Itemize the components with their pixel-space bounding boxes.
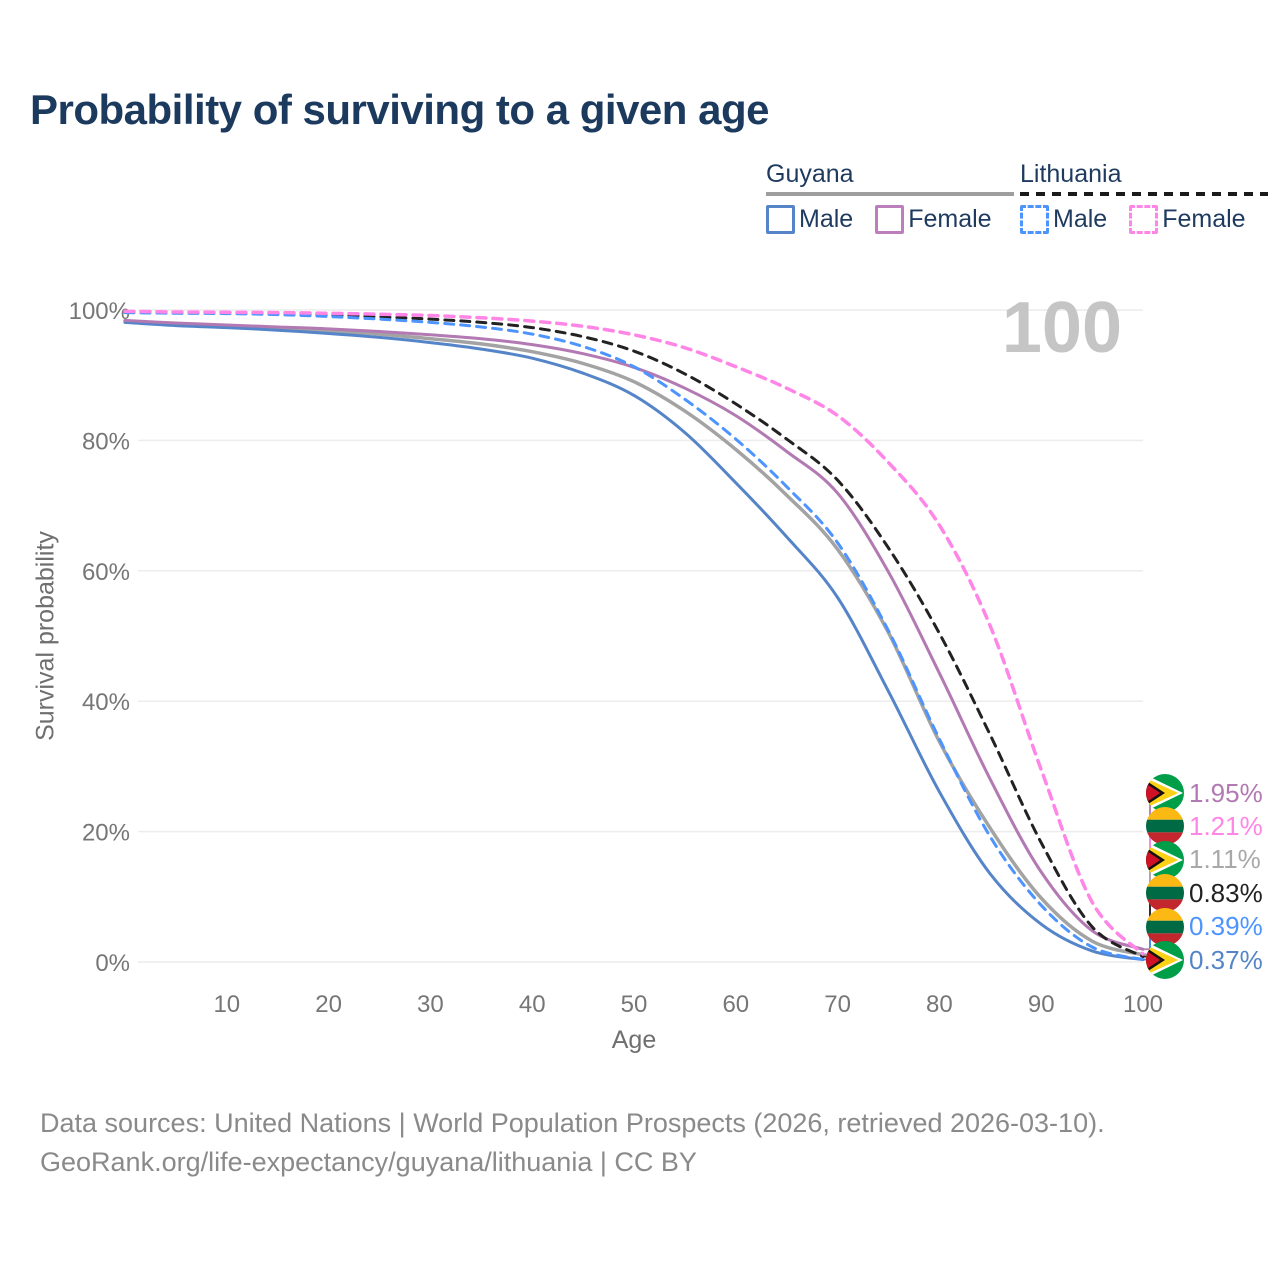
x-axis-title: Age	[611, 1026, 657, 1054]
legend-country-guyana: Guyana	[766, 160, 854, 188]
x-tick-100: 100	[1123, 991, 1163, 1018]
guyana-flag-icon	[1146, 840, 1184, 879]
legend-group-guyana: Guyana Male Female	[766, 160, 1014, 234]
y-tick-80: 80%	[82, 428, 130, 455]
lithuania-flag-icon	[1146, 907, 1184, 946]
x-tick-80: 80	[926, 991, 953, 1018]
end-label-lithuania-both-sexes: 0.83%	[1146, 874, 1263, 913]
end-label-guyana-female: 1.95%	[1146, 774, 1263, 812]
end-label-value: 0.83%	[1189, 877, 1263, 908]
x-tick-40: 40	[519, 991, 546, 1018]
x-tick-30: 30	[417, 991, 444, 1018]
lithuania-linestyle-swatch	[1020, 192, 1268, 196]
guyana-male-swatch	[766, 205, 795, 234]
survival-chart: 0% 20% 40% 60% 80% 100% 10 20 30 40 50 60 70 80 90 100	[69, 298, 1163, 1018]
x-tick-90: 90	[1028, 991, 1055, 1018]
legend-country-lithuania: Lithuania	[1020, 160, 1122, 188]
lithuania-male-swatch	[1020, 205, 1049, 234]
curve-lithuania-female	[123, 309, 1145, 956]
guyana-linestyle-swatch	[766, 192, 1014, 196]
x-tick-70: 70	[824, 991, 851, 1018]
y-tick-20: 20%	[82, 820, 130, 847]
end-label-lithuania-female: 1.21%	[1146, 807, 1263, 846]
page-title: Probability of surviving to a given age	[30, 86, 769, 133]
y-tick-0: 0%	[95, 950, 130, 977]
lithuania-male-label: Male	[1053, 205, 1108, 233]
y-tick-100: 100%	[69, 298, 130, 325]
y-tick-60: 60%	[82, 559, 130, 586]
curve-lithuania-male	[123, 311, 1145, 961]
guyana-female-label: Female	[908, 205, 992, 233]
curve-guyana-female	[123, 318, 1145, 951]
lithuania-female-label: Female	[1162, 205, 1246, 233]
age-counter: 100	[1001, 288, 1122, 368]
end-label-value: 0.39%	[1189, 911, 1263, 942]
y-axis-title: Survival probability	[31, 531, 60, 741]
footer-data-sources: Data sources: United Nations | World Pop…	[40, 1108, 1105, 1138]
lithuania-flag-icon	[1146, 874, 1184, 913]
footer-attribution-link: GeoRank.org/life-expectancy/guyana/lithu…	[40, 1147, 697, 1178]
guyana-female-swatch	[875, 205, 905, 234]
x-tick-50: 50	[621, 991, 648, 1018]
end-label-value: 1.95%	[1189, 777, 1263, 808]
guyana-flag-icon	[1146, 774, 1184, 812]
legend-group-lithuania: Lithuania Male Female	[1020, 160, 1268, 234]
end-label-value: 1.21%	[1189, 810, 1263, 841]
curve-guyana-male	[123, 320, 1145, 962]
end-label-value: 1.11%	[1189, 844, 1261, 875]
guyana-flag-icon	[1146, 941, 1184, 979]
lithuania-female-swatch	[1129, 205, 1159, 234]
x-tick-10: 10	[213, 991, 240, 1018]
lithuania-flag-icon	[1146, 807, 1184, 846]
end-label-lithuania-male: 0.39%	[1146, 907, 1263, 946]
y-tick-40: 40%	[82, 689, 130, 716]
end-label-guyana-male: 0.37%	[1146, 941, 1263, 979]
guyana-male-label: Male	[799, 205, 854, 233]
end-label-guyana-both-sexes: 1.11%	[1146, 840, 1261, 879]
curve-guyana-both-sexes	[123, 319, 1145, 957]
x-tick-20: 20	[315, 991, 342, 1018]
x-tick-60: 60	[722, 991, 749, 1018]
footer: Data sources: United Nations | World Pop…	[40, 1104, 1105, 1182]
curve-lithuania-both-sexes	[123, 310, 1145, 959]
end-label-value: 0.37%	[1189, 944, 1263, 975]
